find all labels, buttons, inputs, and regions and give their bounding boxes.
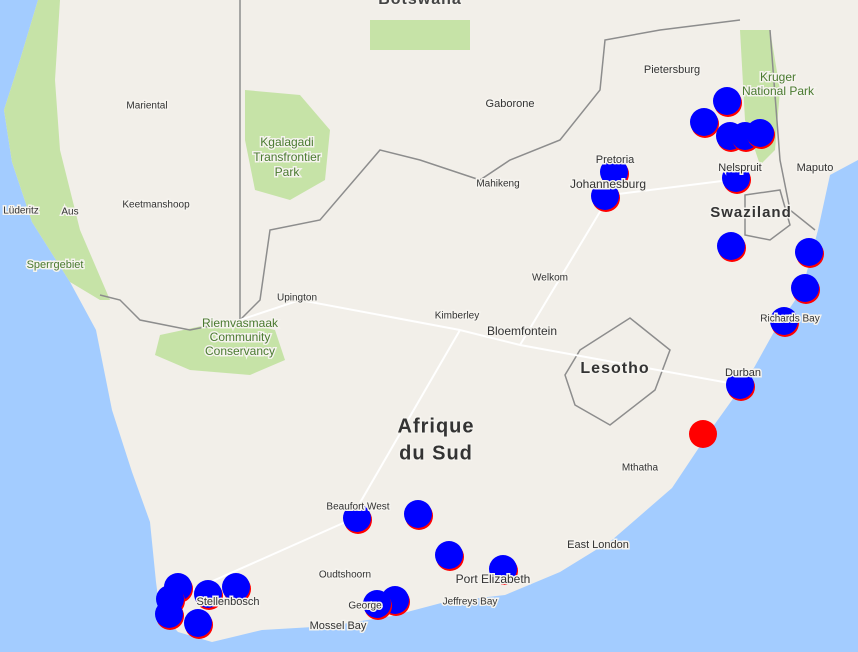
marker [726,371,754,399]
border-namibia [99,0,241,331]
marker [489,555,517,583]
place-label: Keetmanshoop [122,200,190,211]
marker [795,238,823,266]
place-label: Pretoria [596,154,635,166]
labels: Botswana Gaborone Pietersburg KrugerNationa… [2,0,835,633]
place-label: Mthatha [622,463,659,474]
place-label: Botswana [378,0,462,8]
border-botswana [239,19,741,321]
place-label: Welkom [532,273,568,284]
place-label: Oudtshoorn [319,570,371,581]
place-label: Lüderitz [3,206,39,217]
place-label: Jeffreys Bay [443,597,498,608]
place-label: Stellenbosch [197,596,260,608]
marker [184,609,212,637]
place-label: du Sud [399,442,473,464]
botswana-park [370,20,470,50]
place-label: Mossel Bay [310,620,367,632]
place-label: Nelspruit [718,162,761,174]
marker-shadow [689,420,717,448]
place-label: National Park [742,84,815,98]
place-label: Transfrontier [253,150,321,164]
kgalagadi-park [245,90,330,200]
place-label: Johannesburg [570,177,646,191]
place-label: Upington [277,293,317,304]
place-label: Maputo [797,162,834,174]
border-swaziland [744,189,791,241]
marker [770,307,798,335]
place-label: George [348,601,382,612]
marker [746,119,774,147]
place-label: Swaziland [710,204,792,221]
place-label: East London [567,539,629,551]
riemvasmaak [155,320,285,375]
coastal-park [4,0,110,300]
marker [155,600,183,628]
marker [722,164,750,192]
border-east [769,29,816,231]
place-label: Gaborone [486,98,535,110]
place-label: Community [210,330,271,344]
marker [717,232,745,260]
place-label: Beaufort West [326,502,389,513]
place-label: Mahikeng [476,179,519,190]
marker [343,504,371,532]
place-label: Pietersburg [644,64,700,76]
place-label: Sperrgebiet [27,259,84,271]
marker [591,182,619,210]
place-label: Port Elizabeth [456,572,531,586]
marker [435,541,463,569]
place-label: Bloemfontein [487,324,557,338]
marker [600,158,628,186]
marker [194,580,222,608]
place-label: Lesotho [580,360,649,377]
place-label: Aus [61,207,78,218]
place-label: Kruger [760,70,796,84]
place-label: Conservancy [205,344,275,358]
place-label: Park [275,165,301,179]
marker [363,590,391,618]
place-label: Riemvasmaak [202,316,279,330]
place-label: Kgalagadi [260,135,313,149]
place-label: Mariental [126,101,167,112]
marker [222,573,250,601]
border-lesotho [564,317,671,426]
markers [155,87,824,639]
marker [791,274,819,302]
land [4,0,858,642]
marker [690,108,718,136]
place-label: Durban [725,367,761,379]
marker [404,500,432,528]
place-label: Afrique [398,415,475,437]
road [169,179,741,601]
place-label: Richards Bay [760,314,819,325]
marker [713,87,741,115]
place-label: Kimberley [435,311,479,322]
